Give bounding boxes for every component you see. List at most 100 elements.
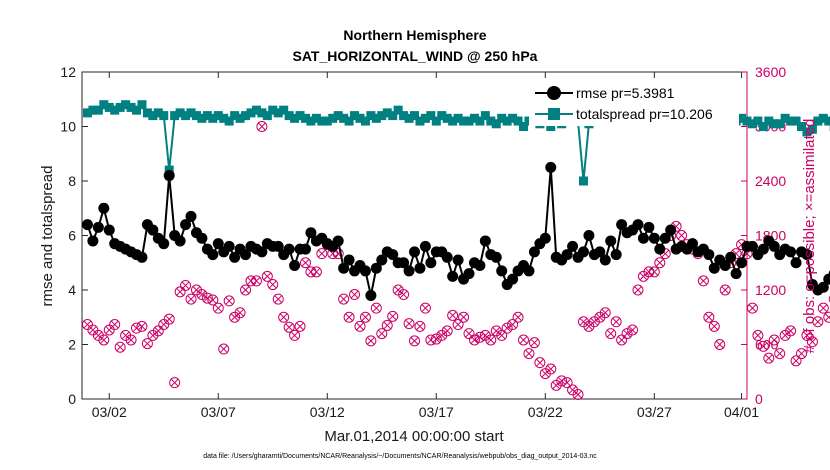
obs-assimilated-marker — [579, 318, 588, 326]
obs-assimilated-marker — [410, 337, 419, 345]
obs-assimilated-marker — [514, 313, 522, 322]
totalspread-point — [262, 111, 272, 121]
obs-assimilated-marker — [639, 272, 648, 281]
obs-possible-marker — [474, 331, 486, 343]
y-right-axis-ticks: 060012001800240030003600 — [741, 64, 786, 407]
obs-point — [452, 319, 464, 331]
totalspread-point — [132, 105, 142, 115]
totalspread-point — [491, 119, 501, 129]
x-tick-label: 03/22 — [528, 404, 563, 420]
totalspread-point — [82, 108, 92, 118]
obs-assimilated-marker — [547, 365, 555, 373]
totalspread-point — [290, 113, 300, 123]
rmse-point — [299, 243, 311, 255]
obs-assimilated-marker — [503, 324, 511, 332]
totalspread-point — [344, 116, 354, 126]
legend-rmse-label: rmse pr=5.3981 — [576, 85, 675, 101]
totalspread-point — [241, 111, 251, 121]
obs-point — [98, 334, 110, 346]
obs-point — [141, 338, 153, 350]
obs-possible-marker — [610, 316, 622, 328]
obs-possible-marker — [561, 377, 573, 389]
obs-assimilated-marker — [132, 324, 141, 332]
obs-possible-marker — [349, 289, 361, 301]
obs-assimilated-marker — [279, 313, 288, 322]
obs-assimilated-marker — [705, 313, 713, 322]
obs-assimilated-marker — [116, 343, 124, 351]
rmse-point — [507, 273, 519, 285]
obs-possible-marker — [174, 286, 186, 298]
obs-assimilated-marker — [765, 354, 773, 362]
obs-assimilated-marker — [378, 329, 386, 338]
chart-title: Northern Hemisphere — [343, 27, 486, 43]
totalspread-point — [257, 108, 267, 118]
obs-assimilated-marker — [748, 304, 757, 312]
totalspread-point — [219, 113, 229, 123]
obs-point — [370, 302, 382, 314]
obs-possible-marker — [387, 310, 399, 322]
x-tick-label: 03/27 — [637, 404, 672, 420]
obs-possible-marker — [343, 311, 355, 323]
obs-assimilated-marker — [225, 297, 233, 305]
obs-possible-marker — [125, 334, 137, 346]
obs-assimilated-marker — [285, 323, 293, 331]
obs-point — [169, 377, 181, 389]
totalspread-point — [153, 108, 163, 118]
obs-point — [283, 321, 295, 333]
obs-point — [746, 302, 758, 314]
y-tick-label: 8 — [68, 173, 76, 189]
rmse-point — [365, 289, 377, 301]
y-axis-ticks: 0 2 4 6 8 10 12 — [60, 64, 88, 407]
totalspread-point — [737, 113, 747, 123]
rmse-point — [452, 254, 464, 266]
obs-possible-marker — [256, 121, 268, 132]
totalspread-point — [404, 113, 414, 123]
obs-point — [534, 357, 546, 369]
obs-assimilated-marker — [819, 304, 828, 312]
obs-assimilated-marker — [623, 329, 631, 338]
legend-rmse-marker — [547, 86, 561, 100]
totalspread-point — [224, 116, 234, 126]
obs-point — [468, 334, 480, 346]
obs-assimilated-marker — [269, 280, 277, 289]
obs-assimilated-marker — [596, 313, 604, 322]
y-right-tick-label: 1800 — [755, 228, 786, 244]
obs-possible-marker — [452, 319, 464, 331]
obs-assimilated-marker — [476, 333, 484, 341]
totalspread-point — [802, 127, 812, 137]
obs-point — [801, 329, 813, 341]
rmse-point — [686, 238, 698, 250]
obs-possible-marker — [703, 311, 715, 323]
rmse-point — [736, 257, 748, 269]
obs-possible-marker — [774, 348, 786, 360]
obs-possible-marker — [136, 320, 148, 332]
obs-possible-marker — [201, 292, 213, 304]
obs-assimilated-marker — [459, 313, 468, 322]
totalspread-point — [104, 102, 114, 112]
obs-point — [316, 248, 328, 260]
obs-assimilated-marker — [612, 318, 620, 326]
obs-assimilated-marker — [350, 290, 359, 299]
legend: rmse pr=5.3981 totalspread pr=10.206 — [529, 78, 739, 126]
obs-assimilated-marker — [198, 290, 206, 299]
obs-assimilated-marker — [421, 304, 430, 312]
totalspread-point — [99, 100, 109, 110]
totalspread-point — [121, 100, 131, 110]
obs-assimilated-marker — [552, 381, 560, 390]
totalspread-point — [191, 111, 201, 121]
totalspread-point — [578, 176, 588, 186]
obs-possible-marker — [545, 363, 557, 375]
totalspread-point — [126, 102, 136, 112]
obs-point — [185, 293, 197, 305]
obs-assimilated-marker — [405, 319, 413, 328]
totalspread-point — [339, 113, 349, 123]
rmse-point — [180, 219, 192, 231]
obs-assimilated-marker — [781, 331, 789, 340]
obs-assimilated-marker — [274, 295, 282, 303]
rmse-point — [240, 249, 252, 261]
x-axis-label: Mar.01,2014 00:00:00 start — [324, 428, 504, 445]
obs-point — [272, 293, 284, 305]
totalspread-point — [486, 116, 496, 126]
totalspread-point — [393, 105, 403, 115]
obs-point — [218, 343, 230, 355]
